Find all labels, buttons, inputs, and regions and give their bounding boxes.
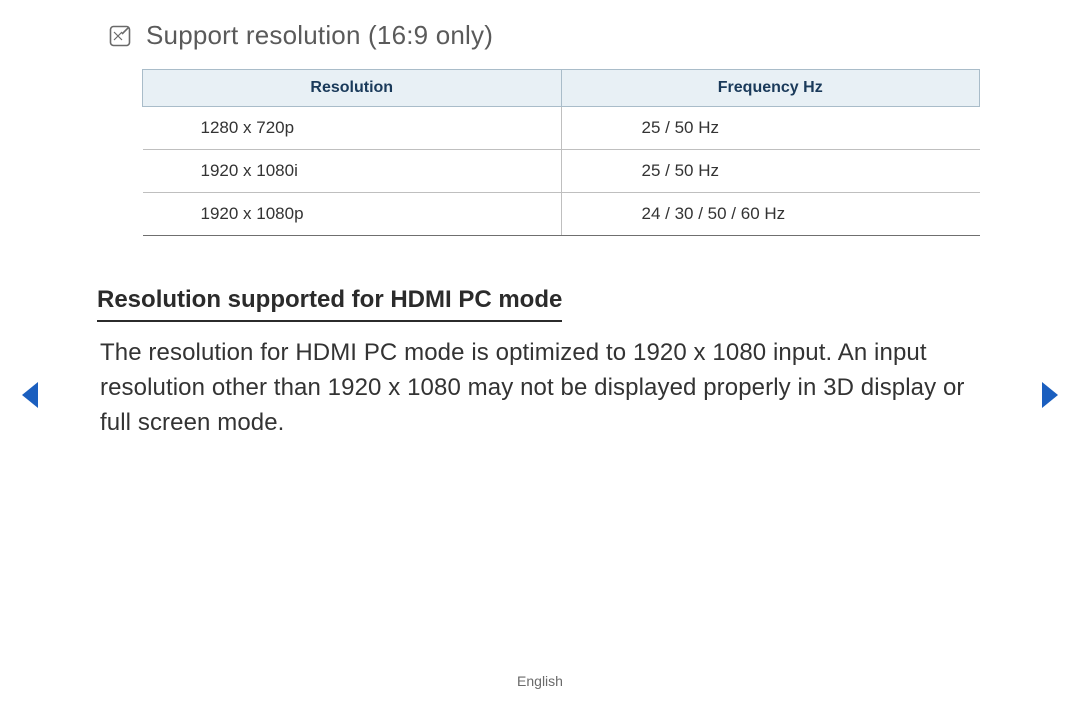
table-cell: 24 / 30 / 50 / 60 Hz — [561, 193, 980, 236]
table-cell: 25 / 50 Hz — [561, 107, 980, 150]
table-header-row: Resolution Frequency Hz — [143, 70, 980, 107]
section-heading: Resolution supported for HDMI PC mode — [97, 286, 562, 322]
table-row: 1920 x 1080p 24 / 30 / 50 / 60 Hz — [143, 193, 980, 236]
note-icon — [108, 24, 132, 48]
footer-language: English — [0, 673, 1080, 689]
table-row: 1920 x 1080i 25 / 50 Hz — [143, 150, 980, 193]
nav-next-button[interactable] — [1040, 380, 1062, 410]
table-cell: 1280 x 720p — [143, 107, 562, 150]
body-text: The resolution for HDMI PC mode is optim… — [100, 336, 980, 440]
column-header: Resolution — [143, 70, 562, 107]
table-cell: 25 / 50 Hz — [561, 150, 980, 193]
table-row: 1280 x 720p 25 / 50 Hz — [143, 107, 980, 150]
table-cell: 1920 x 1080i — [143, 150, 562, 193]
page-title: Support resolution (16:9 only) — [146, 20, 493, 51]
nav-previous-button[interactable] — [18, 380, 40, 410]
table-cell: 1920 x 1080p — [143, 193, 562, 236]
resolution-table: Resolution Frequency Hz 1280 x 720p 25 /… — [142, 69, 980, 236]
column-header: Frequency Hz — [561, 70, 980, 107]
page-title-row: Support resolution (16:9 only) — [108, 20, 980, 51]
